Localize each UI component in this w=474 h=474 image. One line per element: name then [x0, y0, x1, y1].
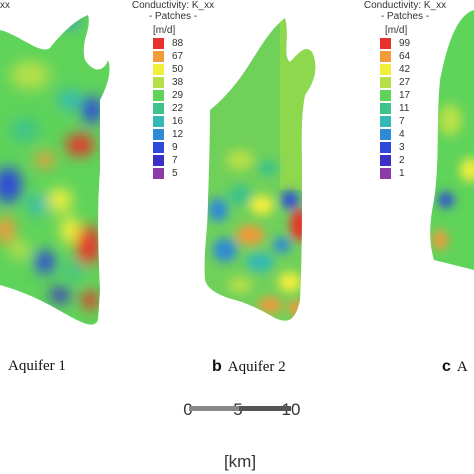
- panel-label-aquifer-1: Aquifer 1: [8, 358, 66, 375]
- legend-value: 99: [399, 38, 411, 49]
- legend-value: 12: [172, 129, 184, 140]
- legend-item: 7: [350, 115, 460, 128]
- legend-item: 3: [350, 141, 460, 154]
- legend-value: 5: [172, 168, 178, 179]
- scale-tick-label: 10: [281, 400, 301, 419]
- legend-item: 67: [118, 50, 228, 63]
- legend-item: 16: [118, 115, 228, 128]
- legend-value: 7: [399, 116, 405, 127]
- legend-swatch: [153, 155, 164, 166]
- legend-value: 64: [399, 51, 411, 62]
- legend-unit-row: [m/d]: [118, 24, 228, 37]
- legend-value: 9: [172, 142, 178, 153]
- legend-value: 4: [399, 129, 405, 140]
- legend-unit-row: [m/d]: [350, 24, 460, 37]
- legend-item: 5: [118, 167, 228, 180]
- legend-value: 29: [172, 90, 184, 101]
- legend-value: 11: [399, 103, 410, 114]
- legend-value: 17: [399, 90, 411, 101]
- panel-label-text: A: [456, 359, 468, 375]
- legend-swatch: [380, 77, 391, 88]
- legend-value: 42: [399, 64, 411, 75]
- legend-value: 1: [399, 168, 405, 179]
- legend-item: 9: [118, 141, 228, 154]
- legend-unit: [m/d]: [153, 25, 176, 36]
- legend-aquifer-2: Conductivity: K_xx - Patches - [m/d] 99 …: [350, 0, 460, 180]
- legend-value: 88: [172, 38, 184, 49]
- panel-label-text: Aquifer 2: [227, 359, 286, 375]
- legend-swatch: [153, 38, 164, 49]
- legend-swatch: [380, 51, 391, 62]
- scale-tick-label: 0: [183, 400, 193, 419]
- legend-item: 11: [350, 102, 460, 115]
- scale-bar: 0 5 10 [km]: [170, 400, 310, 474]
- legend-swatch: [153, 142, 164, 153]
- legend-swatch: [380, 129, 391, 140]
- legend-swatch: [380, 38, 391, 49]
- panel-letter: b: [212, 358, 222, 375]
- legend-value: 27: [399, 77, 411, 88]
- legend-item: 22: [118, 102, 228, 115]
- legend-item: 1: [350, 167, 460, 180]
- legend-swatch: [380, 103, 391, 114]
- legend-swatch: [153, 90, 164, 101]
- legend-value: 16: [172, 116, 184, 127]
- legend-item: 4: [350, 128, 460, 141]
- legend-swatch: [380, 155, 391, 166]
- legend-item: 29: [118, 89, 228, 102]
- legend-item: 17: [350, 89, 460, 102]
- legend-subtitle: - Patches -: [148, 11, 198, 22]
- legend-item: 12: [118, 128, 228, 141]
- legend-swatch: [380, 168, 391, 179]
- legend-value: 38: [172, 77, 184, 88]
- legend-unit: [m/d]: [385, 25, 408, 36]
- legend-fragment-left: xx: [0, 0, 10, 11]
- legend-item: 50: [118, 63, 228, 76]
- legend-item: 99: [350, 37, 460, 50]
- legend-item: 64: [350, 50, 460, 63]
- legend-swatch: [380, 90, 391, 101]
- legend-value: 2: [399, 155, 405, 166]
- legend-list: [m/d] 99 64 42 27 17 11 7 4 3 2 1: [350, 24, 460, 180]
- panel-label-aquifer-2: b Aquifer 2: [212, 358, 286, 376]
- legend-swatch: [153, 51, 164, 62]
- panel-label-text: Aquifer 1: [8, 358, 66, 374]
- legend-swatch: [153, 64, 164, 75]
- legend-item: 88: [118, 37, 228, 50]
- legend-swatch: [153, 103, 164, 114]
- legend-swatch: [153, 77, 164, 88]
- legend-value: 67: [172, 51, 184, 62]
- legend-subtitle: - Patches -: [380, 11, 430, 22]
- legend-title: Conductivity: K_xx: [363, 0, 447, 11]
- legend-item: 2: [350, 154, 460, 167]
- aquifer-1-map: [0, 15, 110, 325]
- legend-title: Conductivity: K_xx: [131, 0, 215, 11]
- panel-letter: c: [442, 358, 451, 375]
- legend-value: 22: [172, 103, 184, 114]
- legend-value: 3: [399, 142, 405, 153]
- legend-fragment-text: xx: [0, 0, 10, 11]
- scale-unit: [km]: [223, 452, 257, 471]
- legend-aquifer-1: Conductivity: K_xx - Patches - [m/d] 88 …: [118, 0, 228, 180]
- legend-item: 42: [350, 63, 460, 76]
- scale-segment-dark: [239, 406, 291, 411]
- legend-swatch: [380, 116, 391, 127]
- legend-list: [m/d] 88 67 50 38 29 22 16 12 9 7 5: [118, 24, 228, 180]
- legend-value: 7: [172, 155, 178, 166]
- legend-swatch: [153, 129, 164, 140]
- legend-swatch: [380, 64, 391, 75]
- scale-segment-light: [189, 406, 239, 411]
- legend-swatch: [380, 142, 391, 153]
- legend-swatch: [153, 168, 164, 179]
- legend-item: 38: [118, 76, 228, 89]
- legend-value: 50: [172, 64, 184, 75]
- legend-item: 7: [118, 154, 228, 167]
- legend-swatch: [153, 116, 164, 127]
- legend-item: 27: [350, 76, 460, 89]
